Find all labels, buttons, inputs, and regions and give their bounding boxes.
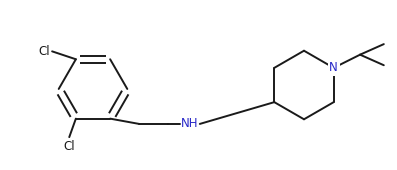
Text: Cl: Cl [64,140,75,153]
Text: N: N [330,61,338,74]
Text: Cl: Cl [39,45,50,58]
Text: NH: NH [181,117,199,130]
